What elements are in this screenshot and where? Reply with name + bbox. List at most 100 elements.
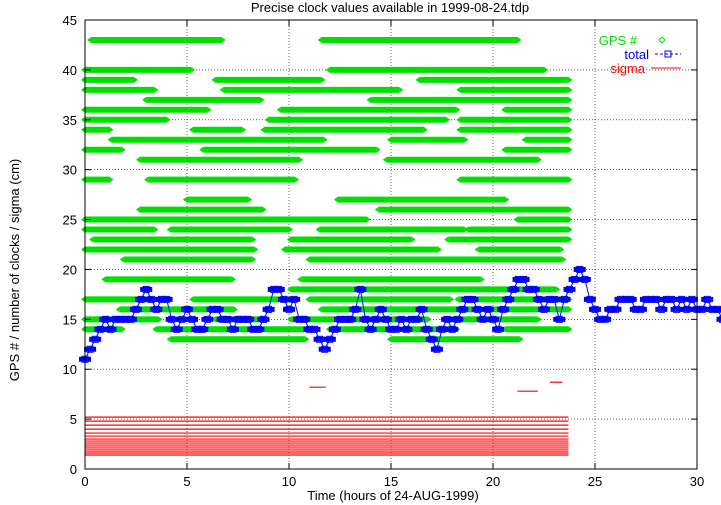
total-point — [586, 295, 594, 303]
total-point — [443, 315, 451, 323]
y-tick-label: 5 — [70, 412, 77, 427]
total-point — [275, 285, 283, 293]
gps-segment-cap — [456, 116, 461, 123]
total-point — [356, 285, 364, 293]
gps-segment-cap — [115, 306, 120, 313]
y-tick-label: 35 — [63, 113, 77, 128]
gps-segment-cap — [109, 176, 114, 183]
total-point — [698, 305, 706, 313]
axis-ticks: 0 5 10 15 20 25 30 0 5 10 15 20 25 30 35 40 45 — [63, 13, 705, 489]
gps-segment-cap — [568, 226, 573, 233]
total-point — [571, 275, 579, 283]
total-point — [163, 295, 171, 303]
gps-segment-cap — [325, 326, 330, 333]
gps-segment-cap — [456, 126, 461, 133]
x-tick-label: 30 — [690, 474, 704, 489]
total-point — [703, 295, 711, 303]
total-point — [433, 345, 441, 353]
legend-label-gps: GPS # — [599, 33, 638, 48]
gps-segment-cap — [456, 176, 461, 183]
gps-segment-cap — [568, 76, 573, 83]
total-point — [678, 295, 686, 303]
total-point — [209, 305, 216, 313]
gps-segment-cap — [456, 86, 461, 93]
total-point — [458, 305, 466, 313]
gps-segment-cap — [81, 216, 85, 223]
gps-segment-cap — [423, 126, 428, 133]
total-point — [530, 285, 538, 293]
gps-segment-cap — [81, 146, 85, 153]
total-point — [499, 305, 507, 313]
gps-segment-cap — [87, 36, 92, 43]
total-point — [168, 315, 176, 323]
gps-segment-cap — [81, 76, 85, 83]
legend-marker-gps — [658, 36, 666, 44]
total-point — [229, 325, 237, 333]
total-point — [214, 305, 222, 313]
gps-segment-cap — [366, 216, 371, 223]
total-point — [295, 315, 303, 323]
gps-segment-cap — [154, 226, 159, 233]
gps-segment-cap — [464, 136, 469, 143]
total-point — [668, 295, 675, 303]
total-point — [469, 295, 477, 303]
gps-segment-cap — [81, 66, 85, 73]
gps-segment-cap — [474, 246, 479, 253]
total-point — [326, 335, 334, 343]
gps-segment-cap — [568, 86, 573, 93]
legend-marker-total — [664, 50, 672, 58]
total-point — [300, 315, 308, 323]
total-point — [652, 295, 660, 303]
gps-segment-cap — [568, 136, 573, 143]
total-point — [321, 345, 329, 353]
total-point — [550, 295, 558, 303]
gps-segment-cap — [562, 256, 567, 263]
total-point — [627, 295, 635, 303]
total-point — [183, 305, 191, 313]
gps-segment-cap — [450, 296, 455, 303]
gps-segment-cap — [121, 146, 126, 153]
total-point — [260, 315, 267, 323]
gps-segment-cap — [231, 276, 236, 283]
total-point — [198, 325, 206, 333]
total-point — [91, 335, 99, 343]
gps-segment-cap — [317, 306, 322, 313]
gps-segment-cap — [387, 136, 391, 143]
total-point — [509, 285, 517, 293]
gps-segment-cap — [219, 86, 224, 93]
total-point — [596, 315, 604, 323]
total-point — [351, 305, 359, 313]
total-point — [234, 315, 242, 323]
legend: GPS # total sigma — [599, 33, 681, 76]
total-point — [254, 325, 262, 333]
gps-segment-cap — [480, 276, 485, 283]
total-point — [535, 295, 543, 303]
gps-segment-cap — [323, 136, 328, 143]
gps-segment-cap — [81, 86, 85, 93]
total-point — [244, 315, 252, 323]
chart-title: Precise clock values available in 1999-0… — [251, 0, 529, 15]
gps-segment-cap — [136, 156, 141, 163]
total-point — [566, 285, 573, 293]
gps-segment-cap — [544, 66, 548, 73]
gps-segment-cap — [207, 106, 212, 113]
gps-segment-cap — [189, 126, 194, 133]
total-point — [86, 345, 94, 353]
total-point — [158, 295, 165, 303]
gps-segment-cap — [191, 66, 196, 73]
gps-segment-cap — [242, 126, 247, 133]
gps-segment-cap — [101, 276, 106, 283]
total-point — [193, 325, 201, 333]
gps-segment-cap — [211, 316, 216, 323]
gps-segment-cap — [568, 216, 573, 223]
total-point — [489, 315, 497, 323]
total-point — [413, 315, 420, 323]
total-point — [270, 285, 278, 293]
total-point — [122, 315, 130, 323]
gps-segment-cap — [183, 196, 187, 203]
total-point — [402, 325, 410, 333]
gps-segment-cap — [537, 156, 542, 163]
gps-segment-cap — [221, 36, 226, 43]
total-point — [407, 315, 415, 323]
